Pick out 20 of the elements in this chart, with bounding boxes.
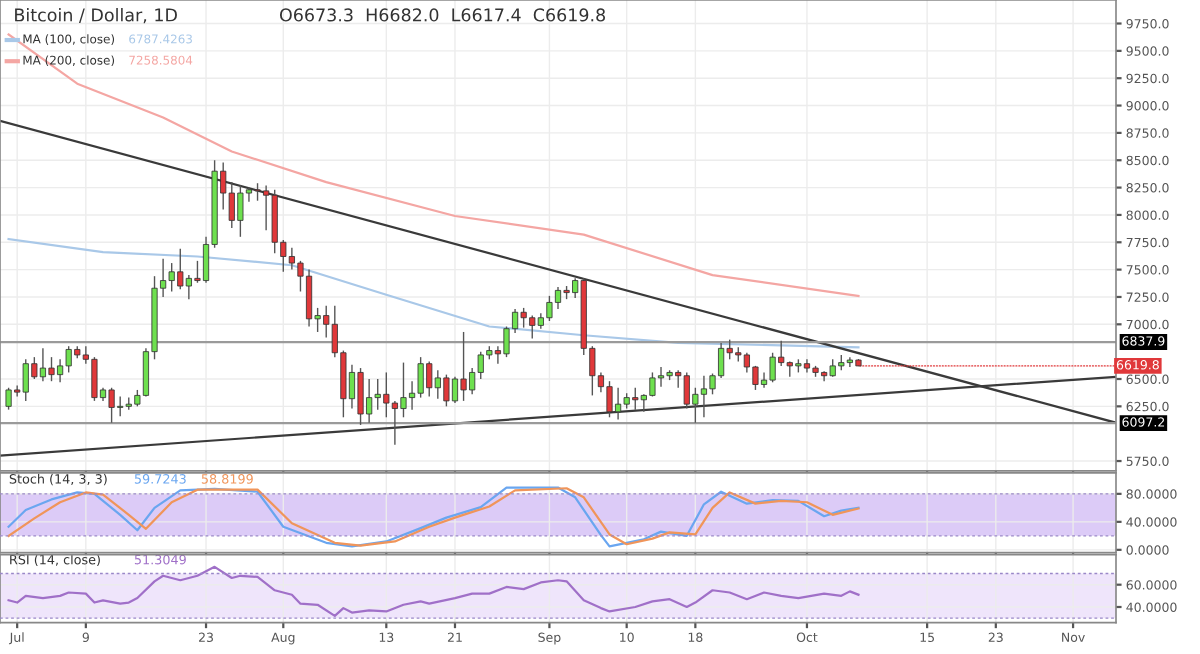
- candlestick: [400, 361, 407, 418]
- candlestick: [649, 371, 656, 398]
- candlestick: [554, 286, 562, 310]
- candlestick: [108, 387, 115, 424]
- candlestick: [305, 268, 313, 328]
- candlestick: [91, 356, 98, 402]
- candlestick: [443, 373, 450, 408]
- chart-title: Bitcoin / Dollar, 1D: [15, 8, 177, 24]
- candlestick: [451, 376, 459, 404]
- candlestick: [5, 387, 12, 411]
- candlestick: [460, 331, 467, 402]
- line-series: [7, 33, 860, 297]
- line-series: [7, 237, 860, 349]
- annotation: O6673.3 H6682.0 L6617.4 C6619.8: [279, 8, 606, 22]
- candlestick: [606, 380, 613, 418]
- candlestick: [48, 356, 55, 382]
- line-series: [7, 565, 860, 618]
- candlestick: [657, 366, 665, 388]
- candlestick: [546, 295, 553, 322]
- candlestick: [357, 367, 364, 426]
